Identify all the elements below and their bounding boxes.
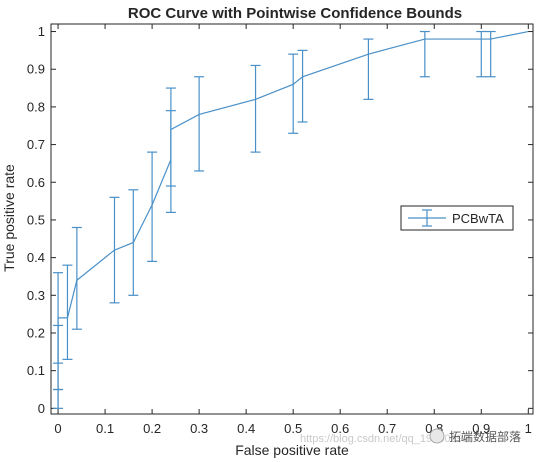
x-tick-label-2: 0.2 bbox=[143, 421, 161, 436]
legend: PCBwTA bbox=[400, 205, 514, 231]
x-tick-label-7: 0.7 bbox=[378, 421, 396, 436]
watermark: https://blog.csdn.net/qq_19600291 拓端数据部落 bbox=[300, 428, 521, 445]
plot-area: 0 0.1 0.2 0.3 0.4 0.5 0.6 0.7 0.8 0.9 1 0 0.1 0.2 0.3 0… bbox=[27, 23, 534, 436]
error-bar-6 bbox=[128, 189, 139, 296]
error-bar-13 bbox=[297, 49, 308, 123]
x-tick-label-5: 0.5 bbox=[284, 421, 302, 436]
y-tick-label-4: 0.4 bbox=[27, 250, 45, 265]
x-tick-label-0: 0 bbox=[54, 421, 61, 436]
error-bar-9 bbox=[165, 87, 176, 187]
error-bar-16 bbox=[476, 30, 487, 78]
x-tick-label-9: 0.9 bbox=[472, 421, 490, 436]
y-tick-label-2: 0.2 bbox=[27, 325, 45, 340]
watermark-url: https://blog.csdn.net/qq_19600291 bbox=[300, 433, 469, 445]
y-tick-label-8: 0.8 bbox=[27, 99, 45, 114]
x-tick-label-10: 1 bbox=[525, 421, 532, 436]
watermark-brand: 拓端数据部落 bbox=[449, 429, 521, 444]
y-tick-label-0: 0 bbox=[38, 401, 45, 416]
y-tick-label-10: 1 bbox=[38, 24, 45, 39]
x-tick-label-3: 0.3 bbox=[190, 421, 208, 436]
error-bar-10 bbox=[194, 76, 205, 172]
x-tick-label-4: 0.4 bbox=[237, 421, 255, 436]
error-bar-2 bbox=[53, 324, 64, 364]
error-bar-14 bbox=[363, 38, 374, 100]
error-bar-7 bbox=[147, 151, 158, 262]
y-axis-label: True positive rate bbox=[1, 164, 17, 272]
error-bar-11 bbox=[250, 64, 261, 153]
y-tick-label-5: 0.5 bbox=[27, 212, 45, 227]
x-tick-label-1: 0.1 bbox=[96, 421, 114, 436]
y-tick-label-6: 0.6 bbox=[27, 175, 45, 190]
y-tick-label-1: 0.1 bbox=[27, 363, 45, 378]
y-tick-label-9: 0.9 bbox=[27, 62, 45, 77]
x-tick-label-6: 0.6 bbox=[331, 421, 349, 436]
x-axis-label: False positive rate bbox=[235, 442, 349, 458]
error-bar-17 bbox=[485, 30, 496, 78]
wechat-icon bbox=[429, 428, 445, 444]
error-bar-12 bbox=[288, 53, 299, 134]
error-bar-5 bbox=[109, 196, 120, 304]
error-bar-0 bbox=[53, 388, 64, 409]
legend-label-pcbwta: PCBwTA bbox=[452, 211, 504, 226]
axes-box bbox=[50, 23, 534, 415]
y-tick-label-7: 0.7 bbox=[27, 137, 45, 152]
error-bar-3 bbox=[62, 264, 73, 360]
error-bar-4 bbox=[71, 226, 82, 330]
chart-title: ROC Curve with Pointwise Confidence Boun… bbox=[128, 5, 462, 22]
error-bar-15 bbox=[419, 30, 430, 78]
y-tick-label-3: 0.3 bbox=[27, 288, 45, 303]
